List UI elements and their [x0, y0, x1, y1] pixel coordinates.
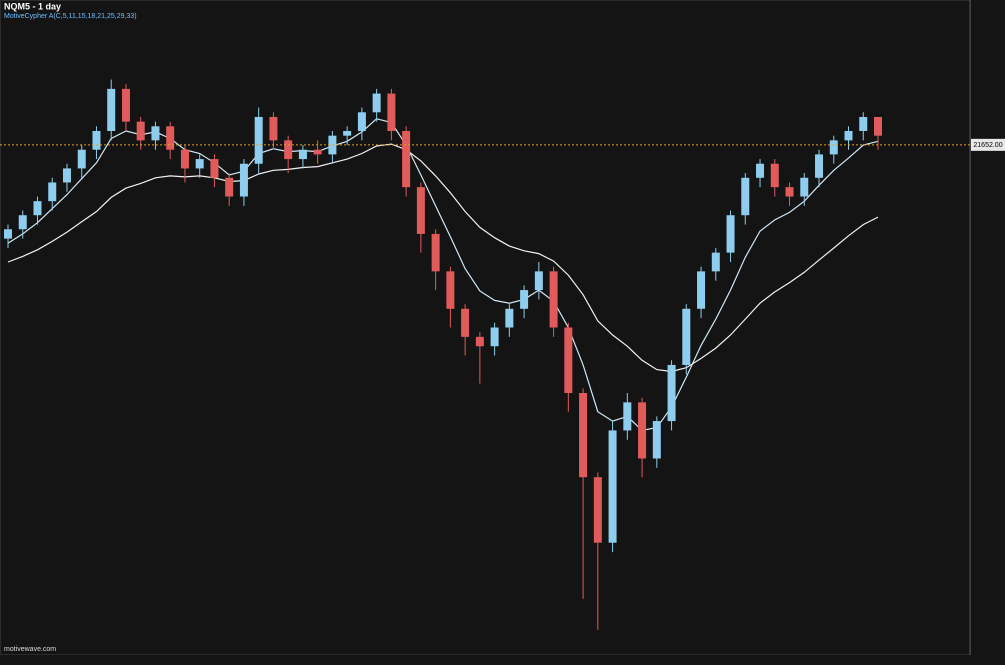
- candle-body: [756, 163, 765, 178]
- candle-body: [697, 271, 706, 309]
- candle-body: [446, 271, 455, 309]
- candle-body: [254, 116, 263, 164]
- candle-body: [505, 308, 514, 328]
- candle-body: [343, 131, 352, 136]
- candle-body: [711, 252, 720, 272]
- candle-body: [151, 126, 160, 141]
- candle-body: [815, 154, 824, 178]
- candle-body: [667, 364, 676, 422]
- candle-body: [180, 149, 189, 169]
- chart-title: NQM5 - 1 day: [4, 1, 61, 11]
- candle-body: [638, 402, 647, 459]
- candle-body: [372, 93, 381, 113]
- candle-body: [195, 159, 204, 169]
- candle-body: [284, 140, 293, 160]
- candle-body: [785, 187, 794, 197]
- watermark: motivewave.com: [4, 646, 56, 653]
- candle-body: [62, 168, 71, 183]
- candle-body: [623, 402, 632, 431]
- candle-body: [4, 229, 12, 239]
- candle-body: [829, 140, 838, 155]
- candle-body: [490, 327, 499, 347]
- candle-body: [48, 182, 57, 202]
- candle-body: [77, 149, 86, 169]
- candle-body: [402, 131, 411, 188]
- candle-body: [564, 327, 573, 393]
- candle-body: [298, 149, 307, 160]
- candle-body: [800, 177, 809, 197]
- candle-body: [92, 131, 101, 150]
- candle-body: [608, 430, 617, 543]
- candle-body: [33, 201, 42, 216]
- candle-body: [859, 116, 868, 131]
- candle-body: [136, 121, 145, 141]
- ribbon-line: [7, 143, 879, 373]
- candle-body: [461, 308, 470, 337]
- candle-body: [549, 271, 558, 328]
- candle-body: [107, 88, 116, 131]
- candle-body: [534, 271, 543, 291]
- candle-body: [652, 421, 661, 459]
- candle-body: [741, 177, 750, 216]
- candle-body: [682, 308, 691, 365]
- candle-body: [431, 233, 440, 272]
- candle-body: [593, 477, 602, 543]
- candle-body: [579, 393, 588, 478]
- candle-body: [166, 126, 175, 150]
- candle-body: [874, 116, 882, 136]
- candle-body: [313, 149, 322, 155]
- indicator-label: MotiveCypher A(C,5,11,15,18,21,25,29,33): [4, 13, 137, 20]
- price-label: 21652.00: [973, 142, 1002, 149]
- candle-body: [357, 112, 366, 131]
- candle-body: [416, 187, 425, 234]
- candle-body: [225, 177, 234, 197]
- candle-body: [269, 116, 278, 141]
- candle-body: [18, 215, 27, 230]
- candle-body: [210, 159, 219, 178]
- candle-body: [387, 93, 396, 131]
- candle-body: [844, 131, 853, 141]
- candle-body: [239, 163, 248, 197]
- candle-body: [475, 336, 484, 347]
- candle-body: [121, 88, 130, 122]
- candle-body: [726, 215, 735, 253]
- candle-body: [770, 163, 779, 188]
- price-label-box: [971, 138, 1005, 151]
- candle-body: [520, 290, 529, 309]
